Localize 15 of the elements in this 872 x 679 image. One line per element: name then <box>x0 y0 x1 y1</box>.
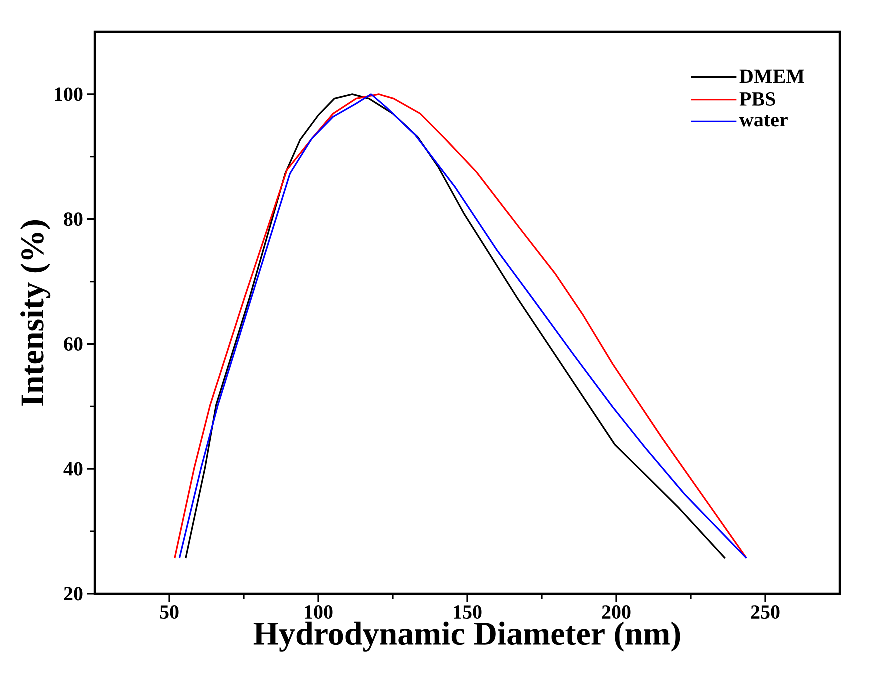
x-tick-label: 150 <box>454 606 482 620</box>
y-tick-label: 100 <box>55 88 83 102</box>
legend-label: water <box>740 115 788 127</box>
x-tick-label: 250 <box>751 606 780 620</box>
x-tick-label: 200 <box>602 606 631 620</box>
y-tick-label: 40 <box>64 462 83 476</box>
y-tick-label: 60 <box>64 337 83 351</box>
y-axis-title: Intensity (%) <box>20 220 51 406</box>
y-tick-label: 20 <box>64 587 83 601</box>
legend-label: DMEM <box>740 70 804 84</box>
legend-label: PBS <box>740 92 776 106</box>
x-tick-label: 100 <box>305 606 333 620</box>
x-axis-title: Hydrodynamic Diameter (nm) <box>254 622 680 652</box>
y-tick-label: 80 <box>64 212 83 226</box>
x-tick-label: 50 <box>160 606 179 620</box>
